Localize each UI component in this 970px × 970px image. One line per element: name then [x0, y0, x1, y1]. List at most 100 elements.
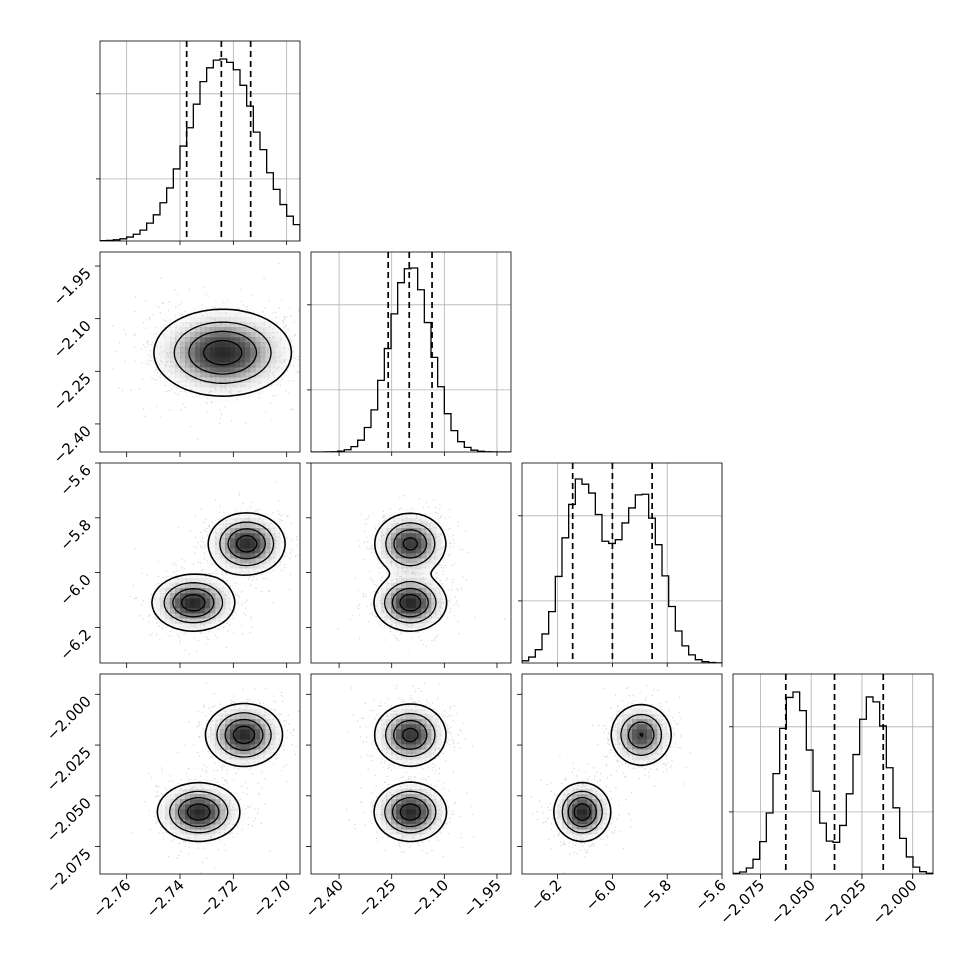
- density-cell: [225, 548, 231, 554]
- density-cell: [280, 322, 286, 328]
- density-cell: [386, 759, 392, 765]
- density-cell: [225, 588, 231, 594]
- density-cell: [240, 307, 246, 313]
- density-cell: [210, 538, 216, 544]
- density-cell: [235, 513, 241, 519]
- contour-1-0-3: [202, 339, 243, 366]
- density-cell: [185, 382, 191, 388]
- density-cell: [180, 347, 186, 353]
- x-tick-label-0-3: −2.70: [249, 876, 294, 921]
- density-cell: [441, 734, 447, 740]
- density-cell: [225, 754, 231, 760]
- density-cell: [411, 784, 417, 790]
- density-cell: [220, 794, 226, 800]
- density-cell: [567, 799, 573, 805]
- density-cell: [275, 317, 281, 323]
- density-cell: [215, 568, 221, 574]
- density-cell: [210, 362, 216, 368]
- density-frame-3-2: [521, 673, 723, 875]
- density-cell: [225, 784, 231, 790]
- density-cell: [250, 307, 256, 313]
- density-cell: [386, 558, 392, 564]
- density-cell: [185, 794, 191, 800]
- density-cell: [165, 322, 171, 328]
- density-cell: [647, 744, 653, 750]
- density-cell: [431, 829, 437, 835]
- density-cell: [155, 372, 161, 378]
- density-cell: [230, 543, 236, 549]
- density-cell: [602, 789, 608, 795]
- density-cell: [416, 734, 422, 740]
- density-cell: [195, 387, 201, 393]
- density-cell: [396, 613, 402, 619]
- density-cell: [627, 764, 633, 770]
- density-cell: [255, 709, 261, 715]
- density-cell: [225, 357, 231, 363]
- density-cell: [582, 799, 588, 805]
- density-cell: [245, 327, 251, 333]
- density-cell: [200, 593, 206, 599]
- density-cell: [421, 709, 427, 715]
- density-cell: [210, 804, 216, 810]
- density-cell: [275, 543, 281, 549]
- density-cell: [245, 357, 251, 363]
- density-cell: [185, 337, 191, 343]
- density-cell: [230, 332, 236, 338]
- density-cell: [421, 824, 427, 830]
- density-cell: [421, 779, 427, 785]
- density-cell: [436, 734, 442, 740]
- density-cell: [200, 829, 206, 835]
- density-cell: [637, 729, 643, 735]
- density-cell: [250, 387, 256, 393]
- density-cell: [416, 568, 422, 574]
- density-cell: [567, 839, 573, 845]
- density-cell: [391, 598, 397, 604]
- density-cell: [280, 337, 286, 343]
- density-cell: [170, 583, 176, 589]
- density-cell: [265, 372, 271, 378]
- density-cell: [421, 804, 427, 810]
- density-cell: [220, 754, 226, 760]
- density-cell: [290, 347, 296, 353]
- density-cell: [431, 553, 437, 559]
- density-cell: [235, 523, 241, 529]
- density-cell: [225, 377, 231, 383]
- density-cell: [436, 819, 442, 825]
- density-cell: [416, 779, 422, 785]
- density-cell: [230, 719, 236, 725]
- density-cell: [265, 744, 271, 750]
- x-tick-label-2-1: −6.0: [582, 876, 620, 914]
- density-cell: [205, 568, 211, 574]
- density-cell: [406, 568, 412, 574]
- y-tick-label-1-2: −2.10: [50, 317, 95, 362]
- density-cell: [662, 709, 668, 715]
- density-panel-3-0: [99, 673, 301, 875]
- density-cell: [145, 352, 151, 358]
- density-cell: [185, 362, 191, 368]
- density-cell: [441, 528, 447, 534]
- density-cell: [411, 709, 417, 715]
- density-cell: [225, 533, 231, 539]
- density-cell: [230, 387, 236, 393]
- density-content-2-1: [337, 495, 506, 654]
- density-cell: [160, 337, 166, 343]
- density-cell: [230, 352, 236, 358]
- density-cell: [240, 699, 246, 705]
- density-cell: [185, 583, 191, 589]
- density-cell: [270, 553, 276, 559]
- density-cell: [255, 729, 261, 735]
- density-cell: [150, 367, 156, 373]
- density-cell: [441, 593, 447, 599]
- density-cell: [411, 588, 417, 594]
- density-cell: [225, 598, 231, 604]
- density-cell: [175, 593, 181, 599]
- density-cell: [376, 598, 382, 604]
- density-cell: [647, 739, 653, 745]
- density-cell: [617, 739, 623, 745]
- density-cell: [205, 317, 211, 323]
- density-cell: [210, 558, 216, 564]
- density-cell: [441, 739, 447, 745]
- density-cell: [170, 608, 176, 614]
- density-cell: [597, 794, 603, 800]
- density-cell: [215, 749, 221, 755]
